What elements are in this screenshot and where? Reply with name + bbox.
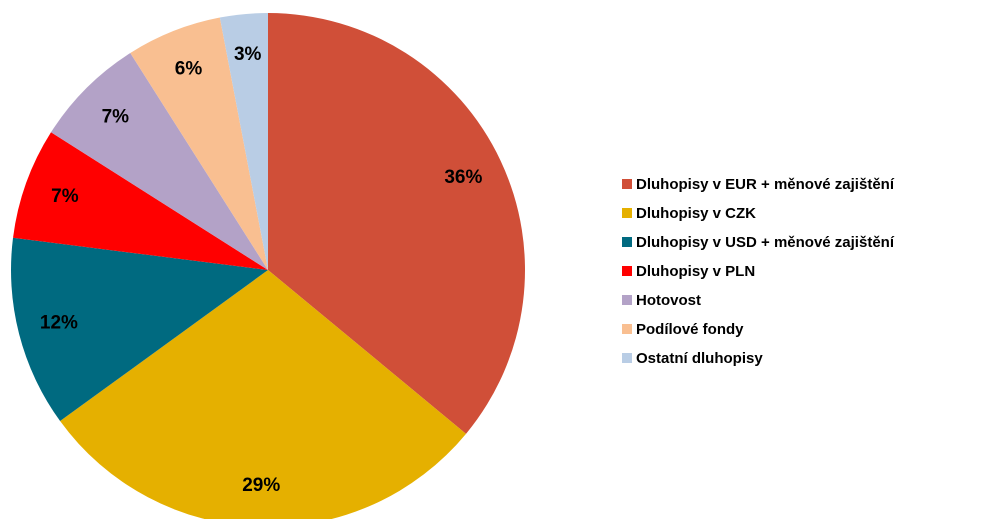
legend-label: Dluhopisy v EUR + měnové zajištění	[636, 176, 895, 193]
legend-label: Dluhopisy v USD + měnové zajištění	[636, 234, 895, 251]
pie-slice	[130, 17, 268, 270]
pie-slice	[60, 270, 467, 519]
legend-swatch	[622, 179, 632, 189]
legend-label: Dluhopisy v CZK	[636, 205, 756, 222]
legend-label: Podílové fondy	[636, 321, 744, 338]
pie-slice	[51, 53, 269, 271]
legend-label: Ostatní dluhopisy	[636, 350, 763, 367]
legend-swatch	[622, 208, 632, 218]
pie-slice	[219, 13, 268, 270]
legend-swatch	[622, 237, 632, 247]
data-label: 36%	[444, 167, 482, 188]
data-label: 29%	[242, 475, 280, 496]
data-label: 6%	[175, 58, 203, 79]
legend-label: Dluhopisy v PLN	[636, 263, 755, 280]
legend-swatch	[622, 353, 632, 363]
legend-label: Hotovost	[636, 292, 701, 309]
data-label: 7%	[51, 186, 79, 207]
legend-swatch	[622, 324, 632, 334]
legend-swatch	[622, 266, 632, 276]
data-label: 3%	[234, 44, 262, 65]
pie-slice	[13, 132, 269, 270]
data-label: 7%	[102, 106, 130, 127]
data-label: 12%	[40, 313, 78, 334]
pie-slice	[11, 237, 269, 422]
legend-swatch	[622, 295, 632, 305]
pie-slice	[268, 13, 525, 434]
